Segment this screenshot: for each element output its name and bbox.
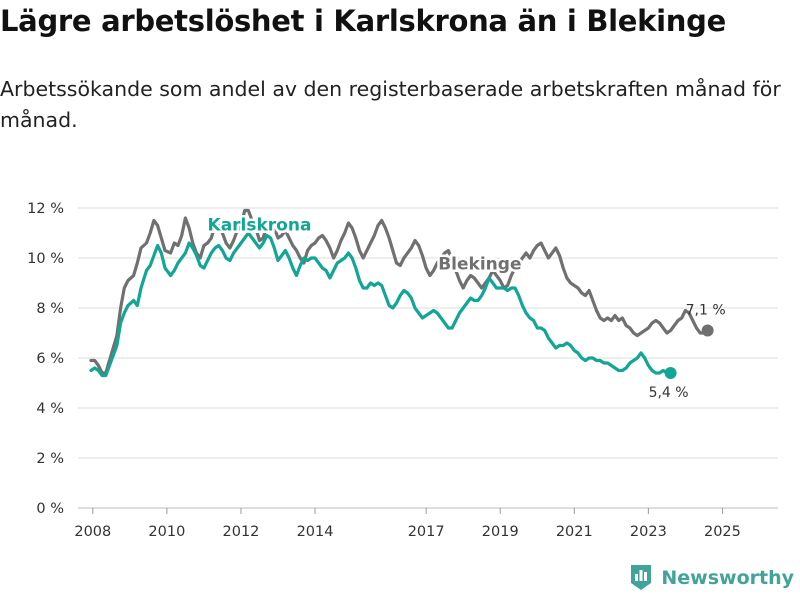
series-label-karlskrona: Karlskrona	[208, 216, 312, 236]
series-line-blekinge	[89, 208, 710, 375]
x-tick-label: 2019	[482, 524, 519, 540]
x-axis-ticks: 2008 2010 2012 2014 2017 2019 2021 2023 2025	[74, 508, 741, 540]
x-tick-label: 2023	[630, 524, 667, 540]
x-tick-label: 2010	[148, 524, 185, 540]
end-label-blekinge: 7,1 %	[686, 303, 726, 319]
brand-name: Newsworthy	[661, 566, 794, 589]
y-tick-label: 8 %	[36, 301, 64, 317]
x-tick-label: 2025	[704, 524, 741, 540]
chart-title: Lägre arbetslöshet i Karlskrona än i Ble…	[0, 4, 726, 38]
newsworthy-logo-icon	[631, 565, 652, 590]
x-tick-label: 2017	[408, 524, 445, 540]
y-tick-label: 12 %	[27, 201, 64, 217]
end-point-karlskrona	[664, 367, 677, 379]
y-tick-label: 4 %	[36, 401, 64, 417]
y-tick-label: 6 %	[36, 351, 64, 367]
y-tick-label: 0 %	[36, 501, 64, 517]
y-tick-label: 2 %	[36, 451, 64, 467]
line-chart: 0 % 2 % 4 % 6 % 8 % 10 % 12 % 2008 2010 2012 2014…	[27, 201, 778, 540]
gridlines	[78, 207, 778, 509]
x-tick-label: 2012	[223, 524, 260, 540]
newsworthy-logo: Newsworthy	[629, 564, 794, 591]
series-lines	[89, 208, 714, 379]
series-line-karlskrona	[89, 231, 673, 378]
annotations: 7,1 % 5,4 % Karlskrona Blekinge	[205, 213, 726, 401]
x-tick-label: 2008	[74, 524, 111, 540]
y-tick-label: 10 %	[27, 251, 64, 267]
series-label-blekinge: Blekinge	[438, 254, 521, 274]
x-tick-label: 2021	[556, 524, 593, 540]
y-axis-ticks: 0 % 2 % 4 % 6 % 8 % 10 % 12 %	[27, 201, 64, 517]
chart-subtitle: Arbetssökande som andel av den registerb…	[0, 77, 781, 132]
end-point-blekinge	[701, 324, 714, 337]
x-tick-label: 2014	[297, 524, 334, 540]
end-label-karlskrona: 5,4 %	[649, 385, 689, 401]
